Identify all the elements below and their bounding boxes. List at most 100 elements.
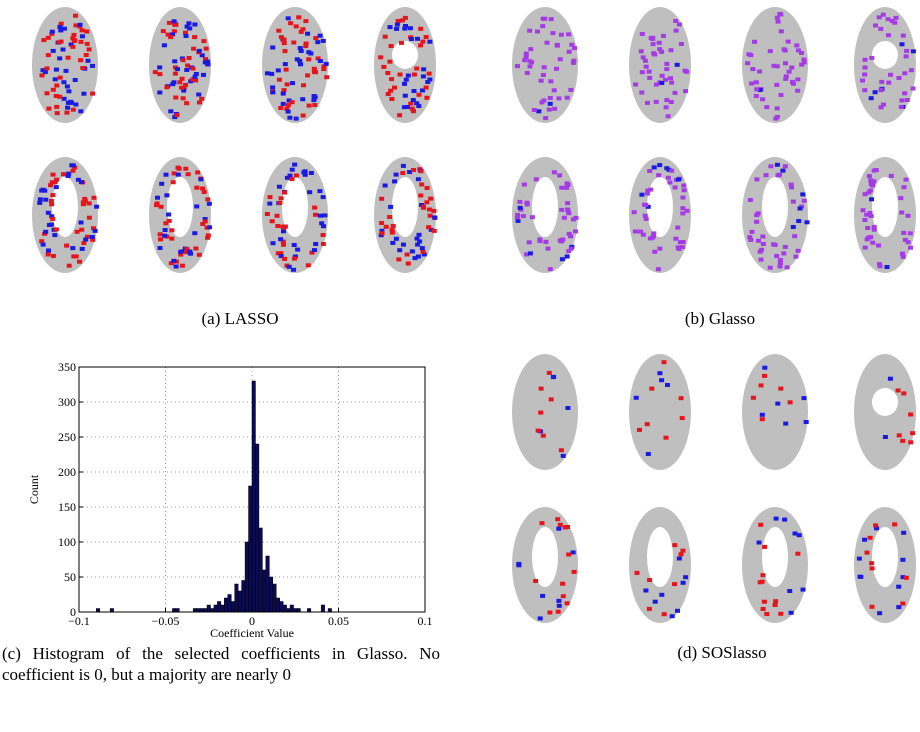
voxel: [173, 264, 179, 269]
brain: [854, 157, 916, 273]
y-axis-label: Count: [27, 474, 41, 504]
voxel: [756, 540, 762, 545]
voxel: [758, 257, 764, 262]
voxel: [876, 15, 882, 20]
voxel: [267, 201, 273, 206]
voxel: [270, 241, 276, 246]
voxel: [315, 40, 321, 45]
voxel: [535, 29, 540, 34]
brain: [32, 7, 98, 123]
voxel: [164, 193, 170, 198]
voxel: [402, 15, 408, 20]
voxel: [900, 601, 906, 606]
voxel: [397, 248, 403, 253]
voxel: [180, 58, 186, 63]
voxel: [541, 65, 547, 70]
voxel: [747, 235, 753, 240]
voxel: [872, 90, 878, 95]
voxel: [538, 78, 544, 83]
voxel: [556, 96, 562, 101]
voxel: [428, 227, 434, 232]
voxel: [81, 91, 87, 96]
voxel: [535, 428, 541, 433]
voxel: [44, 66, 50, 71]
voxel: [61, 96, 67, 101]
voxel: [54, 177, 59, 182]
voxel: [274, 213, 280, 218]
voxel: [39, 73, 45, 78]
voxel: [652, 52, 658, 57]
voxel: [557, 173, 563, 178]
voxel: [311, 69, 317, 74]
x-tick-label: 0.1: [418, 614, 433, 628]
voxel: [84, 29, 90, 34]
voxel: [880, 12, 886, 17]
voxel: [45, 210, 51, 215]
voxel: [523, 51, 529, 56]
voxel: [538, 386, 544, 391]
voxel: [190, 66, 196, 71]
voxel: [754, 177, 760, 182]
voxel: [564, 95, 570, 100]
bar: [282, 604, 287, 613]
voxel: [900, 575, 906, 580]
voxel: [280, 224, 286, 229]
voxel: [792, 234, 798, 239]
voxel: [667, 180, 673, 185]
y-tick-label: 0: [70, 605, 76, 619]
voxel: [57, 56, 63, 61]
voxel: [656, 173, 662, 178]
voxel: [903, 177, 909, 182]
voxel: [320, 38, 326, 43]
voxel: [795, 248, 801, 253]
voxel: [757, 580, 763, 585]
voxel: [759, 417, 765, 422]
voxel: [531, 108, 537, 112]
voxel: [85, 58, 91, 63]
voxel: [66, 89, 72, 94]
voxel: [898, 105, 904, 109]
voxel: [800, 587, 806, 592]
voxel: [899, 42, 905, 47]
voxel: [910, 86, 916, 91]
voxel: [753, 94, 759, 98]
voxel: [57, 94, 63, 99]
voxel: [799, 51, 804, 55]
voxel: [411, 168, 416, 172]
voxel: [665, 175, 671, 180]
voxel: [904, 48, 910, 53]
bar: [286, 608, 291, 613]
voxel: [758, 522, 764, 527]
voxel: [184, 250, 190, 255]
voxel: [307, 190, 313, 195]
voxel: [566, 32, 572, 37]
voxel: [292, 254, 298, 259]
voxel: [171, 171, 177, 176]
voxel: [43, 229, 49, 234]
voxel: [50, 193, 56, 198]
voxel: [414, 236, 420, 241]
voxel: [175, 172, 181, 177]
voxel: [533, 177, 539, 182]
plot-frame: [78, 366, 426, 613]
voxel: [543, 239, 549, 244]
voxel: [73, 254, 79, 259]
voxel: [869, 604, 875, 609]
voxel: [315, 56, 321, 61]
bar: [220, 604, 225, 613]
voxel: [269, 71, 275, 76]
voxel: [754, 219, 760, 224]
voxel: [78, 220, 84, 225]
voxel: [421, 252, 427, 257]
voxel: [659, 378, 665, 383]
voxel: [192, 74, 198, 79]
voxel: [564, 185, 569, 190]
voxel: [668, 48, 674, 53]
voxel: [790, 225, 796, 229]
voxel: [633, 82, 639, 87]
bar: [196, 608, 201, 613]
voxel: [908, 440, 914, 445]
voxel: [679, 416, 685, 421]
voxel: [317, 189, 323, 194]
voxel: [71, 32, 77, 37]
